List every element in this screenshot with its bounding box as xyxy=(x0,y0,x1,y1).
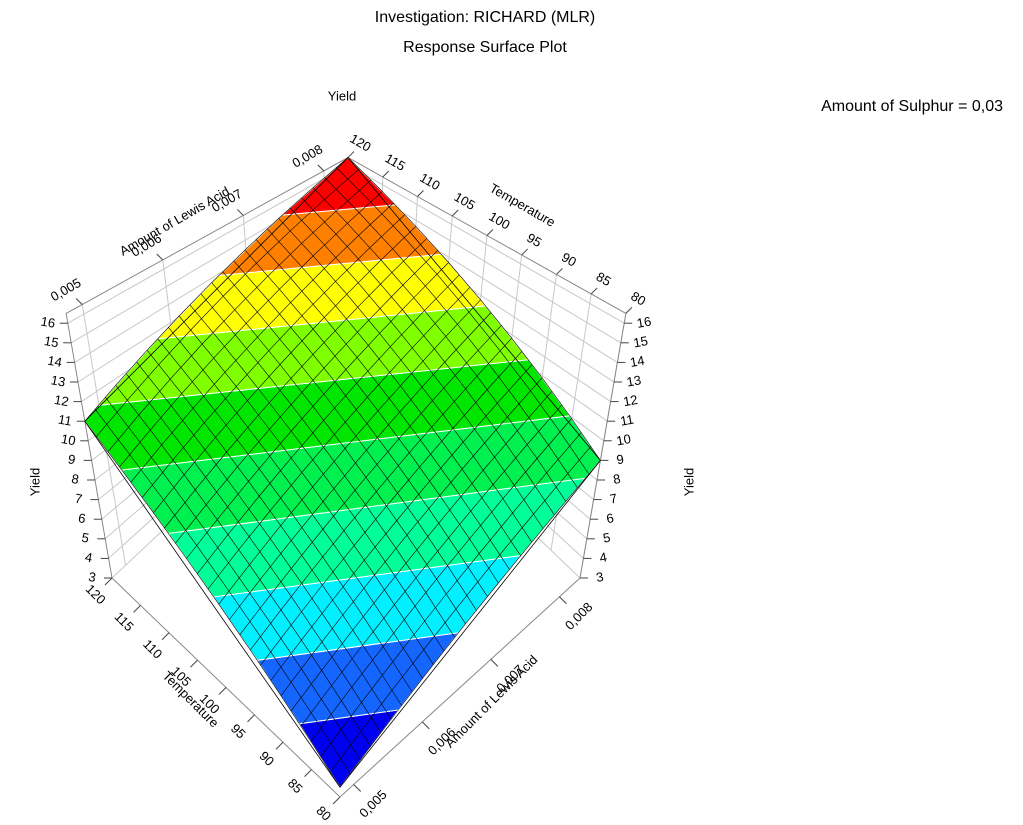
tick-mark xyxy=(133,605,141,613)
tick-mark xyxy=(190,659,198,668)
annotation: Amount of Sulphur = 0,03 xyxy=(821,98,1003,115)
tick-label: 14 xyxy=(629,353,646,370)
tick-mark xyxy=(590,287,598,295)
tick-mark xyxy=(317,164,325,172)
tick-label: 16 xyxy=(40,314,57,331)
axis-title: Yield xyxy=(27,468,42,496)
tick-label: 8 xyxy=(612,471,622,487)
tick-label: 80 xyxy=(313,803,334,820)
chart-title: Investigation: RICHARD (MLR) xyxy=(375,9,596,26)
tick-mark xyxy=(490,658,499,667)
tick-mark xyxy=(421,721,430,730)
tick-label: 6 xyxy=(77,510,87,526)
tick-label: 115 xyxy=(383,150,408,173)
axis-title: Amount of Lewis Acid xyxy=(117,184,232,259)
mesh-line xyxy=(84,157,349,422)
tick-mark xyxy=(559,596,567,605)
tick-label: 90 xyxy=(559,249,579,269)
tick-mark xyxy=(304,769,312,777)
tick-label: 3 xyxy=(87,569,97,585)
tick-label: 4 xyxy=(84,549,94,565)
tick-label: 8 xyxy=(70,471,80,487)
tick-mark xyxy=(236,209,244,216)
mesh-line xyxy=(324,177,578,488)
mesh-line xyxy=(119,191,383,468)
tick-label: 9 xyxy=(67,451,77,467)
tick-mark xyxy=(156,253,164,261)
tick-label: 16 xyxy=(636,314,653,331)
tick-label: 12 xyxy=(622,392,639,409)
mesh-line xyxy=(96,168,360,437)
tick-label: 12 xyxy=(53,392,70,409)
tick-mark xyxy=(104,577,113,586)
tick-label: 90 xyxy=(256,748,277,769)
tick-mark xyxy=(218,687,227,695)
tick-mark xyxy=(382,170,390,178)
tick-label: 14 xyxy=(46,353,63,370)
axis-title: Yield xyxy=(681,468,696,496)
tick-mark xyxy=(247,714,255,723)
tick-label: 120 xyxy=(83,581,109,607)
tick-label: 0,008 xyxy=(562,599,596,633)
tick-mark xyxy=(347,151,355,158)
tick-mark xyxy=(275,741,284,750)
chart-subtitle: Response Surface Plot xyxy=(403,39,567,56)
tick-label: 11 xyxy=(619,412,635,429)
tick-mark xyxy=(353,784,362,792)
tick-label: 15 xyxy=(43,333,60,350)
tick-label: 13 xyxy=(50,372,67,389)
tick-mark xyxy=(332,796,341,805)
tick-label: 15 xyxy=(632,333,649,350)
tick-label: 6 xyxy=(605,510,615,526)
tick-mark xyxy=(486,229,494,236)
mesh-line xyxy=(130,202,394,483)
tick-label: 13 xyxy=(625,372,642,389)
tick-label: 105 xyxy=(452,189,478,213)
tick-mark xyxy=(556,268,563,275)
tick-label: 110 xyxy=(140,636,165,661)
mesh-line xyxy=(336,167,590,475)
tick-mark xyxy=(451,209,459,217)
tick-mark xyxy=(625,307,633,314)
tick-label: 95 xyxy=(524,230,544,250)
tick-label: 85 xyxy=(285,775,306,796)
tick-mark xyxy=(521,248,529,256)
mesh-line xyxy=(107,179,372,452)
mesh-line xyxy=(312,187,567,502)
tick-label: 0,005 xyxy=(356,787,390,820)
tick-label: 10 xyxy=(60,431,77,448)
tick-label: 9 xyxy=(615,451,625,467)
tick-label: 5 xyxy=(602,530,612,546)
axis-title: Amount of Lewis Acid xyxy=(442,652,540,750)
mesh-line xyxy=(347,157,601,461)
tick-label: 85 xyxy=(594,269,614,289)
tick-mark xyxy=(417,190,424,197)
z-axis-caption: Yield xyxy=(328,88,356,103)
tick-mark xyxy=(75,298,83,305)
tick-label: 95 xyxy=(228,721,249,742)
tick-mark xyxy=(161,632,170,641)
tick-label: 7 xyxy=(609,491,619,507)
tick-label: 11 xyxy=(57,412,73,429)
tick-label: 100 xyxy=(486,209,512,233)
tick-label: 5 xyxy=(81,530,91,546)
tick-label: 4 xyxy=(598,549,608,565)
tick-label: 10 xyxy=(615,431,632,448)
tick-label: 80 xyxy=(628,288,648,308)
tick-label: 115 xyxy=(112,609,137,634)
tick-label: 120 xyxy=(347,131,373,155)
tick-label: 110 xyxy=(417,170,442,193)
tick-label: 3 xyxy=(595,569,605,585)
tick-label: 7 xyxy=(74,491,84,507)
